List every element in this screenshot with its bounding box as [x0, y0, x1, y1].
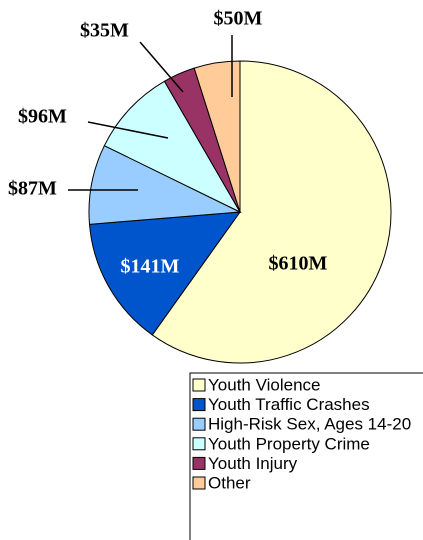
- legend-swatch: [192, 456, 206, 470]
- leader-line: [139, 41, 184, 93]
- legend-label: High-Risk Sex, Ages 14-20: [208, 415, 411, 434]
- value-label: $87M: [8, 178, 57, 200]
- pie-slice: [193, 60, 241, 213]
- leader-line: [87, 121, 169, 139]
- pie-slice: [88, 211, 242, 336]
- pie-slice: [151, 60, 392, 364]
- legend-label: Youth Traffic Crashes: [208, 395, 370, 414]
- pie-slice: [103, 80, 242, 214]
- value-label: $96M: [18, 106, 67, 128]
- legend-swatch: [192, 476, 206, 490]
- legend-box: [189, 372, 423, 540]
- value-label: $35M: [80, 20, 129, 42]
- value-label: $50M: [214, 8, 263, 30]
- legend-swatch: [192, 398, 206, 412]
- legend-swatch: [192, 437, 206, 451]
- legend-label: Other: [208, 473, 251, 492]
- legend-label: Youth Injury: [208, 454, 298, 473]
- legend-label: Youth Violence: [208, 375, 321, 394]
- value-label: $141M: [121, 256, 180, 278]
- value-label: $610M: [269, 253, 328, 275]
- legend-swatch: [192, 378, 206, 392]
- legend-swatch: [192, 417, 206, 431]
- legend-label: Youth Property Crime: [208, 434, 370, 453]
